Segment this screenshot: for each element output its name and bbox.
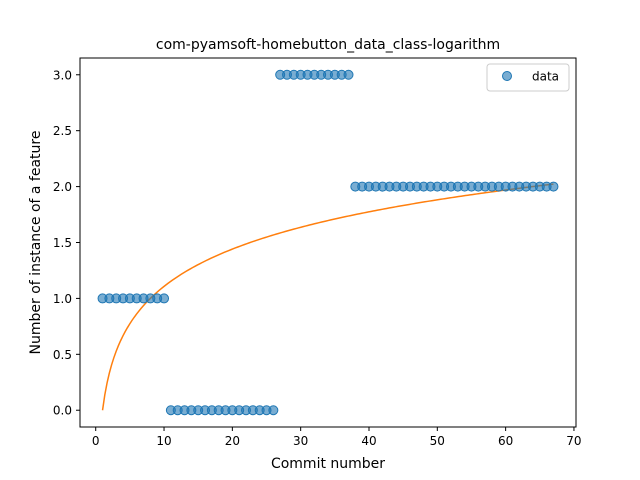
chart-title: com-pyamsoft-homebutton_data_class-logar… <box>156 37 500 53</box>
data-point <box>548 181 559 192</box>
y-axis-label: Number of instance of a feature <box>28 131 44 355</box>
x-tick-label: 0 <box>92 434 100 448</box>
y-tick-label: 2.5 <box>53 124 72 138</box>
data-point <box>343 69 354 80</box>
fit-line-layer <box>101 183 554 411</box>
x-tick-label: 50 <box>430 434 445 448</box>
x-axis-label: Commit number <box>271 456 385 472</box>
x-axis-ticks: 0 10 20 30 40 50 60 70 <box>92 427 582 448</box>
y-tick-label: 0.0 <box>53 404 72 418</box>
data-point <box>159 293 170 304</box>
x-tick-label: 40 <box>361 434 376 448</box>
x-tick-label: 70 <box>566 434 581 448</box>
x-tick-label: 60 <box>498 434 513 448</box>
y-axis-ticks: 0.0 0.5 1.0 1.5 2.0 2.5 3.0 <box>53 68 80 418</box>
legend-marker-data <box>502 71 512 81</box>
x-tick-label: 10 <box>156 434 171 448</box>
x-tick-label: 20 <box>225 434 240 448</box>
y-tick-label: 3.0 <box>53 68 72 82</box>
y-tick-label: 1.5 <box>53 236 72 250</box>
data-point <box>268 405 279 416</box>
legend-box <box>486 63 570 92</box>
fit-line <box>101 183 554 411</box>
y-tick-label: 0.5 <box>53 348 72 362</box>
legend: data <box>486 63 570 92</box>
x-tick-label: 30 <box>293 434 308 448</box>
legend-label-data: data <box>532 70 559 84</box>
y-tick-label: 1.0 <box>53 292 72 306</box>
data-points-layer <box>97 69 559 416</box>
y-tick-label: 2.0 <box>53 180 72 194</box>
plot-area <box>80 58 576 427</box>
